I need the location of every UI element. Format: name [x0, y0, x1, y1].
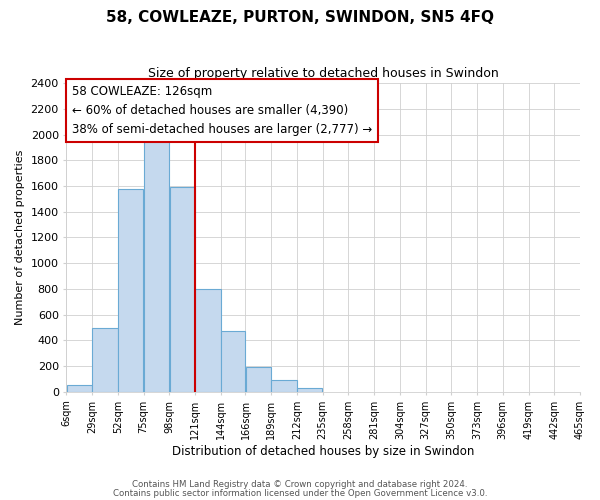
- Text: 58, COWLEAZE, PURTON, SWINDON, SN5 4FQ: 58, COWLEAZE, PURTON, SWINDON, SN5 4FQ: [106, 10, 494, 25]
- Bar: [196, 289, 221, 392]
- Bar: [67, 386, 92, 392]
- Y-axis label: Number of detached properties: Number of detached properties: [15, 150, 25, 325]
- Text: Contains public sector information licensed under the Open Government Licence v3: Contains public sector information licen…: [113, 488, 487, 498]
- Bar: [144, 141, 169, 392]
- Bar: [221, 332, 245, 392]
- X-axis label: Distribution of detached houses by size in Swindon: Distribution of detached houses by size …: [172, 444, 475, 458]
- Bar: [246, 368, 271, 392]
- Bar: [92, 328, 118, 392]
- Bar: [297, 388, 322, 392]
- Bar: [170, 188, 195, 392]
- Bar: [118, 188, 143, 392]
- Text: Contains HM Land Registry data © Crown copyright and database right 2024.: Contains HM Land Registry data © Crown c…: [132, 480, 468, 489]
- Bar: [271, 380, 296, 392]
- Title: Size of property relative to detached houses in Swindon: Size of property relative to detached ho…: [148, 68, 499, 80]
- Text: 58 COWLEAZE: 126sqm
← 60% of detached houses are smaller (4,390)
38% of semi-det: 58 COWLEAZE: 126sqm ← 60% of detached ho…: [71, 84, 372, 136]
